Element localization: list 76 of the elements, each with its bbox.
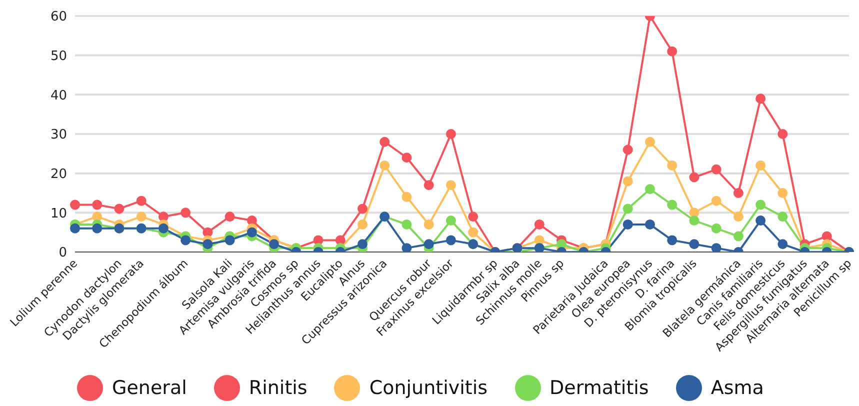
y-tick-label: 0 [58, 246, 67, 261]
point [689, 239, 700, 250]
point [70, 223, 80, 234]
point [180, 235, 191, 246]
legend-label: Conjuntivitis [369, 377, 488, 399]
point [778, 188, 788, 198]
point [622, 204, 633, 214]
point [246, 216, 257, 226]
point [711, 223, 722, 234]
point [246, 227, 257, 238]
y-tick-label: 40 [50, 88, 67, 104]
point [778, 129, 788, 139]
point [644, 219, 655, 230]
legend-label: Dermatitis [550, 377, 649, 399]
point [778, 239, 788, 250]
y-tick-label: 60 [50, 10, 67, 25]
point [424, 180, 434, 190]
point [733, 212, 744, 222]
point [446, 235, 456, 246]
y-tick-label: 30 [50, 128, 67, 143]
point [224, 212, 235, 222]
point [756, 200, 766, 210]
point [667, 235, 678, 246]
point [778, 212, 788, 222]
point [711, 196, 722, 206]
point [136, 212, 146, 222]
point [446, 216, 456, 226]
point [644, 184, 655, 194]
point [136, 196, 146, 206]
point [114, 204, 124, 214]
legend-label: General [112, 377, 187, 399]
point [357, 239, 368, 250]
point [622, 176, 633, 186]
point [667, 46, 678, 56]
point [446, 129, 456, 139]
point [380, 136, 390, 147]
point [402, 192, 412, 202]
point [711, 243, 722, 252]
point [711, 164, 722, 174]
point [667, 200, 678, 210]
point [402, 219, 412, 230]
point [756, 160, 766, 170]
point [446, 180, 456, 190]
point [689, 172, 700, 182]
point [424, 239, 434, 250]
point [92, 200, 102, 210]
point [70, 200, 80, 210]
point [357, 204, 368, 214]
point [357, 219, 368, 230]
point [689, 216, 700, 226]
point [269, 239, 280, 250]
point [622, 219, 633, 230]
point [733, 231, 744, 242]
point [202, 239, 213, 250]
legend-label: Rinitis [248, 377, 308, 399]
point [158, 223, 168, 234]
point [756, 216, 766, 226]
legend-label: Asma [710, 377, 764, 399]
point [667, 160, 678, 170]
point [468, 212, 478, 222]
point [756, 94, 766, 104]
y-tick-label: 20 [50, 166, 67, 182]
y-tick-label: 10 [50, 206, 67, 222]
point [622, 144, 633, 155]
y-tick-label: 50 [50, 48, 67, 64]
point [180, 208, 191, 218]
point [644, 136, 655, 147]
point [224, 235, 235, 246]
point [733, 188, 744, 198]
point [402, 243, 412, 252]
point [380, 160, 390, 170]
point [92, 223, 102, 234]
point [468, 227, 478, 238]
point [534, 219, 544, 230]
point [402, 152, 412, 163]
point [424, 219, 434, 230]
